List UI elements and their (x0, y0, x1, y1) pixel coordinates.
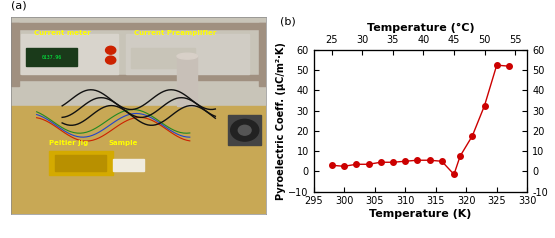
Bar (228, 115, 261, 145)
Circle shape (231, 119, 259, 141)
Bar (131, 48, 195, 68)
Text: Current Preamplifier: Current Preamplifier (134, 30, 216, 36)
Y-axis label: Pyroelectric Coeff. (μC/m²·K): Pyroelectric Coeff. (μC/m²·K) (276, 42, 286, 200)
Circle shape (105, 46, 116, 54)
Bar (49, 151, 113, 175)
Bar (27, 48, 78, 66)
Bar (54, 155, 105, 171)
Text: 0137.96: 0137.96 (42, 55, 62, 60)
Bar (177, 56, 198, 106)
Bar (11, 17, 266, 106)
Ellipse shape (177, 53, 198, 59)
Text: (b): (b) (280, 17, 296, 27)
X-axis label: Temperature (°C): Temperature (°C) (367, 23, 474, 33)
Bar (259, 23, 266, 86)
Bar (11, 23, 266, 29)
Text: Peltier jig: Peltier jig (49, 140, 89, 146)
Text: (a): (a) (11, 1, 27, 11)
Bar (11, 106, 266, 214)
Circle shape (105, 56, 116, 64)
Bar (113, 159, 144, 171)
Bar (11, 75, 266, 80)
Bar (126, 35, 249, 74)
Bar (21, 35, 118, 74)
Circle shape (238, 125, 251, 135)
X-axis label: Temperature (K): Temperature (K) (369, 209, 472, 219)
Text: Sample: Sample (108, 140, 138, 146)
Bar (11, 23, 19, 86)
Text: Current meter: Current meter (34, 30, 91, 36)
